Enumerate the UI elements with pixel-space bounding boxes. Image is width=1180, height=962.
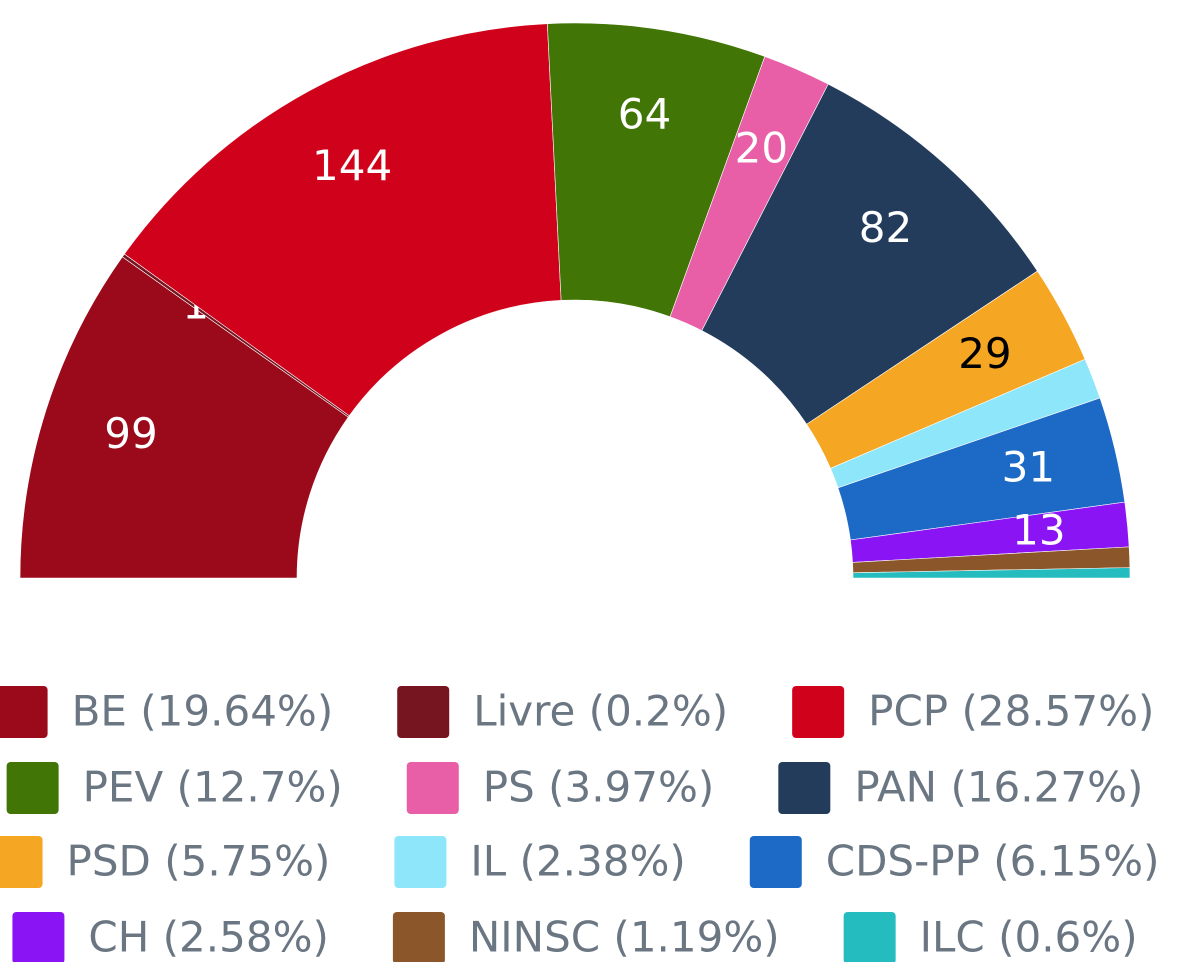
legend-label: PCP (28.57%) xyxy=(868,687,1154,736)
segment xyxy=(852,567,1131,579)
legend-swatch xyxy=(394,836,447,888)
legend-swatch xyxy=(778,762,831,814)
legend-label: BE (19.64%) xyxy=(72,687,334,736)
legend-swatch xyxy=(392,912,445,962)
legend-label: PEV (12.7%) xyxy=(83,763,343,812)
legend-swatch xyxy=(749,836,802,888)
legend-swatch xyxy=(406,762,459,814)
legend-label: PS (3.97%) xyxy=(483,763,715,812)
legend-label: Livre (0.2%) xyxy=(473,687,728,736)
legend-swatch xyxy=(843,912,896,962)
data-label: 82 xyxy=(859,203,912,252)
legend-label: PAN (16.27%) xyxy=(854,763,1143,812)
legend-swatch xyxy=(6,762,59,814)
legend-label: NINSC (1.19%) xyxy=(469,913,780,962)
data-label: 99 xyxy=(104,409,157,458)
data-label: 144 xyxy=(312,141,392,190)
legend-swatch xyxy=(0,836,43,888)
legend-label: ILC (0.6%) xyxy=(920,913,1138,962)
segment xyxy=(19,256,349,579)
segment xyxy=(123,23,562,417)
data-label: 29 xyxy=(958,329,1011,378)
data-label: 20 xyxy=(735,123,788,172)
data-label: 31 xyxy=(1002,443,1055,492)
legend-swatch xyxy=(397,686,450,738)
data-label: 64 xyxy=(618,90,671,139)
legend-label: PSD (5.75%) xyxy=(67,837,331,886)
legend-label: CDS-PP (6.15%) xyxy=(826,837,1160,886)
data-label: 13 xyxy=(1012,506,1065,555)
legend-swatch xyxy=(792,686,845,738)
legend-swatch xyxy=(0,686,48,738)
legend-label: CH (2.58%) xyxy=(88,913,328,962)
legend-swatch xyxy=(12,912,65,962)
legend-label: IL (2.38%) xyxy=(470,837,685,886)
